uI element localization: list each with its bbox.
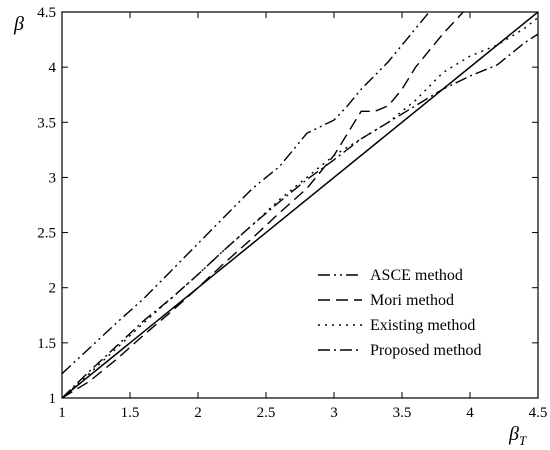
y-tick-label: 3 [49, 170, 57, 186]
reference-line [61, 11, 539, 399]
series-line-0 [61, 11, 430, 375]
x-tick-label: 4 [466, 405, 474, 421]
x-tick-label: 1.5 [121, 405, 140, 421]
legend-label: Mori method [370, 292, 454, 309]
legend: ASCE method Mori method Existing method Pro… [318, 267, 482, 359]
legend-label: Existing method [370, 317, 475, 334]
y-tick-label: 2 [49, 281, 57, 297]
y-tick-label: 3.5 [37, 115, 56, 131]
x-axis-label-sub: T [519, 433, 527, 448]
series-line-3 [61, 33, 539, 399]
plot-area-frame [61, 11, 539, 399]
y-tick-label: 1 [49, 391, 57, 407]
series-lines [61, 11, 539, 399]
x-tick-label: 2.5 [257, 405, 276, 421]
x-tick-label: 3 [330, 405, 338, 421]
legend-label: ASCE method [370, 267, 463, 284]
legend-label: Proposed method [370, 342, 482, 359]
y-tick-label: 4 [49, 60, 57, 76]
y-tick-label: 1.5 [37, 336, 56, 352]
x-tick-label: 3.5 [393, 405, 412, 421]
x-tick-label: 4.5 [529, 405, 548, 421]
y-tick-label: 2.5 [37, 226, 56, 242]
y-axis-label: β [13, 13, 24, 35]
x-axis-label: βT [508, 423, 527, 448]
x-tick-label: 1 [58, 405, 66, 421]
series-line-2 [61, 16, 539, 399]
x-tick-label: 2 [194, 405, 202, 421]
x-axis-label-main: β [508, 423, 519, 445]
tick-labels: 1 1.5 2 2.5 3 3.5 4 4.5 1 1.5 2 2.5 3 3.5 4 4.5 [37, 5, 547, 421]
y-tick-label: 4.5 [37, 5, 56, 21]
